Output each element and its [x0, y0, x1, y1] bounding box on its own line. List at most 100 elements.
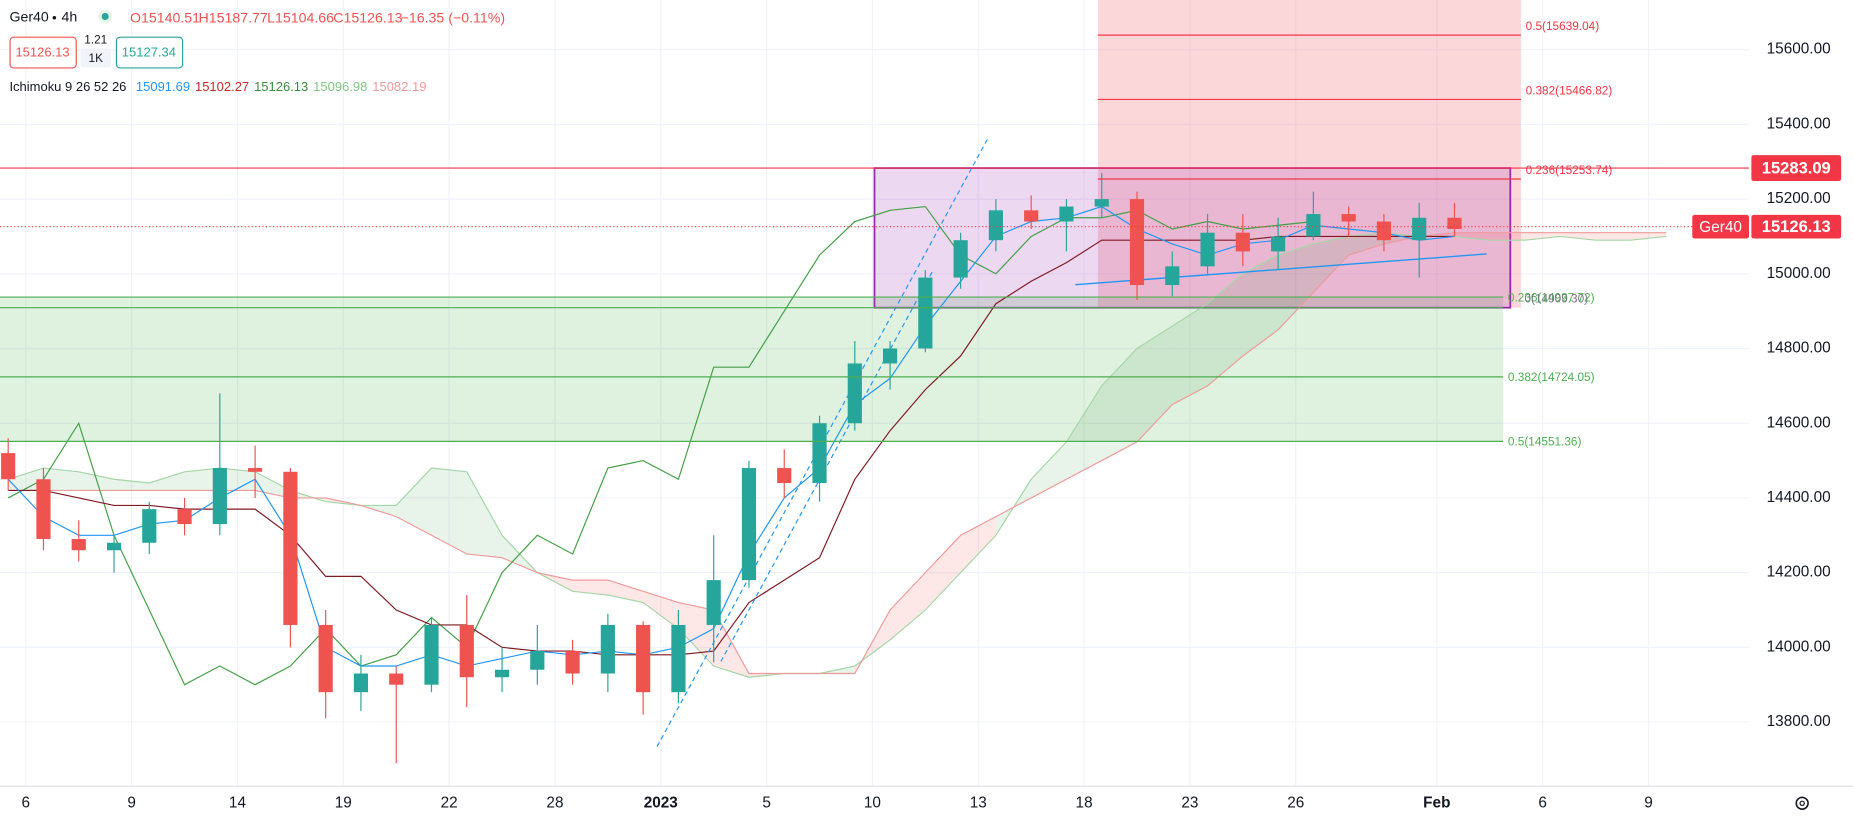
cloud — [1348, 232, 1384, 256]
axes: 13800.00 14000.00 14200.00 14400.00 14600.00… — [22, 41, 1842, 811]
cloud — [607, 580, 644, 603]
x-tick-label: 10 — [864, 794, 881, 811]
candle-body — [424, 624, 439, 685]
indicator-name[interactable]: Ichimoku 9 26 52 26 — [9, 79, 126, 94]
cloud — [149, 471, 185, 491]
x-tick-label: 22 — [441, 794, 458, 811]
candle-body — [106, 542, 122, 551]
x-tick-label: 9 — [127, 794, 136, 811]
ohlc-close: C15126.13 — [333, 11, 402, 27]
fib-label: 0.236(14937.72) — [1508, 290, 1595, 304]
symbol[interactable]: Ger40 — [9, 9, 48, 25]
candle-body — [530, 651, 545, 670]
indicator-value: 15126.13 — [254, 79, 308, 94]
indicator-value: 15082.19 — [372, 79, 426, 94]
x-tick-label: Feb — [1423, 794, 1450, 811]
settings-icon[interactable] — [1795, 796, 1809, 810]
ask[interactable]: 15127.34 — [122, 45, 176, 60]
x-tick-label: 14 — [229, 794, 247, 811]
spread: 1.21 — [84, 32, 107, 46]
cloud — [890, 572, 926, 640]
y-tick-label: 14400.00 — [1767, 489, 1831, 506]
cloud — [1595, 232, 1631, 241]
candle-body — [71, 539, 86, 551]
candle-body — [1059, 206, 1074, 222]
candle-body — [494, 669, 510, 678]
y-tick-label: 15400.00 — [1767, 115, 1831, 132]
y-tick-label: 14200.00 — [1767, 564, 1831, 581]
candle-body — [1376, 221, 1392, 241]
quantity-box[interactable] — [80, 48, 112, 68]
candle-body — [389, 673, 404, 685]
candle-body — [248, 468, 263, 472]
level-tag — [1751, 155, 1842, 182]
quantity[interactable]: 1K — [89, 51, 104, 65]
candle-body — [1341, 214, 1356, 222]
header[interactable]: Ger40 4h O15140.51 H15187.77 L15104.66 C… — [9, 9, 505, 94]
cloud — [678, 602, 714, 667]
plot-area: 0.5(15639.04) 0.382(15466.82) 0.236(15253.… — [0, 0, 1750, 786]
candle-body — [142, 509, 157, 543]
cloud — [572, 580, 608, 596]
candle-body — [741, 468, 757, 581]
ichimoku-chikou — [7, 205, 1314, 686]
cloud — [1560, 232, 1596, 241]
fib-label: 0(14909.30) — [1524, 292, 1588, 306]
ohlc-open: O15140.51 — [130, 11, 200, 27]
y-tick-label: 14600.00 — [1767, 414, 1831, 431]
x-tick-label: 26 — [1287, 794, 1304, 811]
gear[interactable] — [1795, 796, 1809, 810]
candle-body — [812, 423, 827, 483]
y-tick-label: 14800.00 — [1767, 340, 1831, 357]
price-tag — [1751, 214, 1842, 239]
cloud — [360, 505, 397, 517]
x-tick-label: 23 — [1181, 794, 1198, 811]
cloud — [1172, 303, 1208, 405]
candle-body — [882, 348, 898, 364]
fib-label: 0.5(14551.36) — [1508, 435, 1582, 449]
cloud — [1242, 255, 1279, 356]
x-tick-label: 6 — [22, 794, 31, 811]
x-tick-label: 6 — [1538, 794, 1547, 811]
cloud — [1066, 385, 1102, 480]
candle-body — [953, 240, 968, 278]
market-status-dot — [101, 12, 109, 21]
candle-body — [847, 363, 862, 424]
change: −16.35 (−0.11%) — [401, 11, 505, 27]
timeframe[interactable]: 4h — [61, 9, 77, 25]
cloud — [1630, 232, 1667, 241]
ohlc-high: H15187.77 — [199, 11, 268, 27]
bid[interactable]: 15126.13 — [15, 45, 69, 60]
symbol-tag — [1692, 214, 1750, 239]
symbol-tag-label: Ger40 — [1699, 219, 1742, 236]
candle-body — [671, 624, 686, 693]
cloud — [1489, 232, 1526, 241]
y-tick-label: 15600.00 — [1767, 41, 1831, 58]
y-tick-label: 15200.00 — [1767, 190, 1831, 207]
x-tick-label: 18 — [1076, 794, 1093, 811]
candle-body — [1094, 199, 1109, 207]
x-tick-label: 5 — [762, 794, 771, 811]
cloud — [1137, 326, 1173, 442]
fib-label: 0.382(14724.05) — [1508, 370, 1595, 384]
candle-body — [1447, 217, 1462, 229]
candle-body — [1, 453, 16, 480]
buy-button[interactable] — [115, 36, 184, 69]
indicator-value: 15091.69 — [136, 79, 190, 94]
gear-center — [1799, 800, 1805, 806]
cloud — [466, 471, 503, 558]
x-tick-label: 28 — [546, 794, 563, 811]
candle-body — [36, 479, 51, 540]
cloud — [925, 535, 961, 610]
cloud — [219, 468, 256, 491]
fib-zone-lower — [0, 297, 1504, 442]
sell-button[interactable] — [9, 36, 77, 69]
candle-body — [212, 468, 227, 525]
candle-body — [318, 624, 333, 693]
candle-body — [636, 624, 651, 693]
indicator-value: 15096.98 — [313, 79, 367, 94]
candle-body — [353, 673, 369, 693]
